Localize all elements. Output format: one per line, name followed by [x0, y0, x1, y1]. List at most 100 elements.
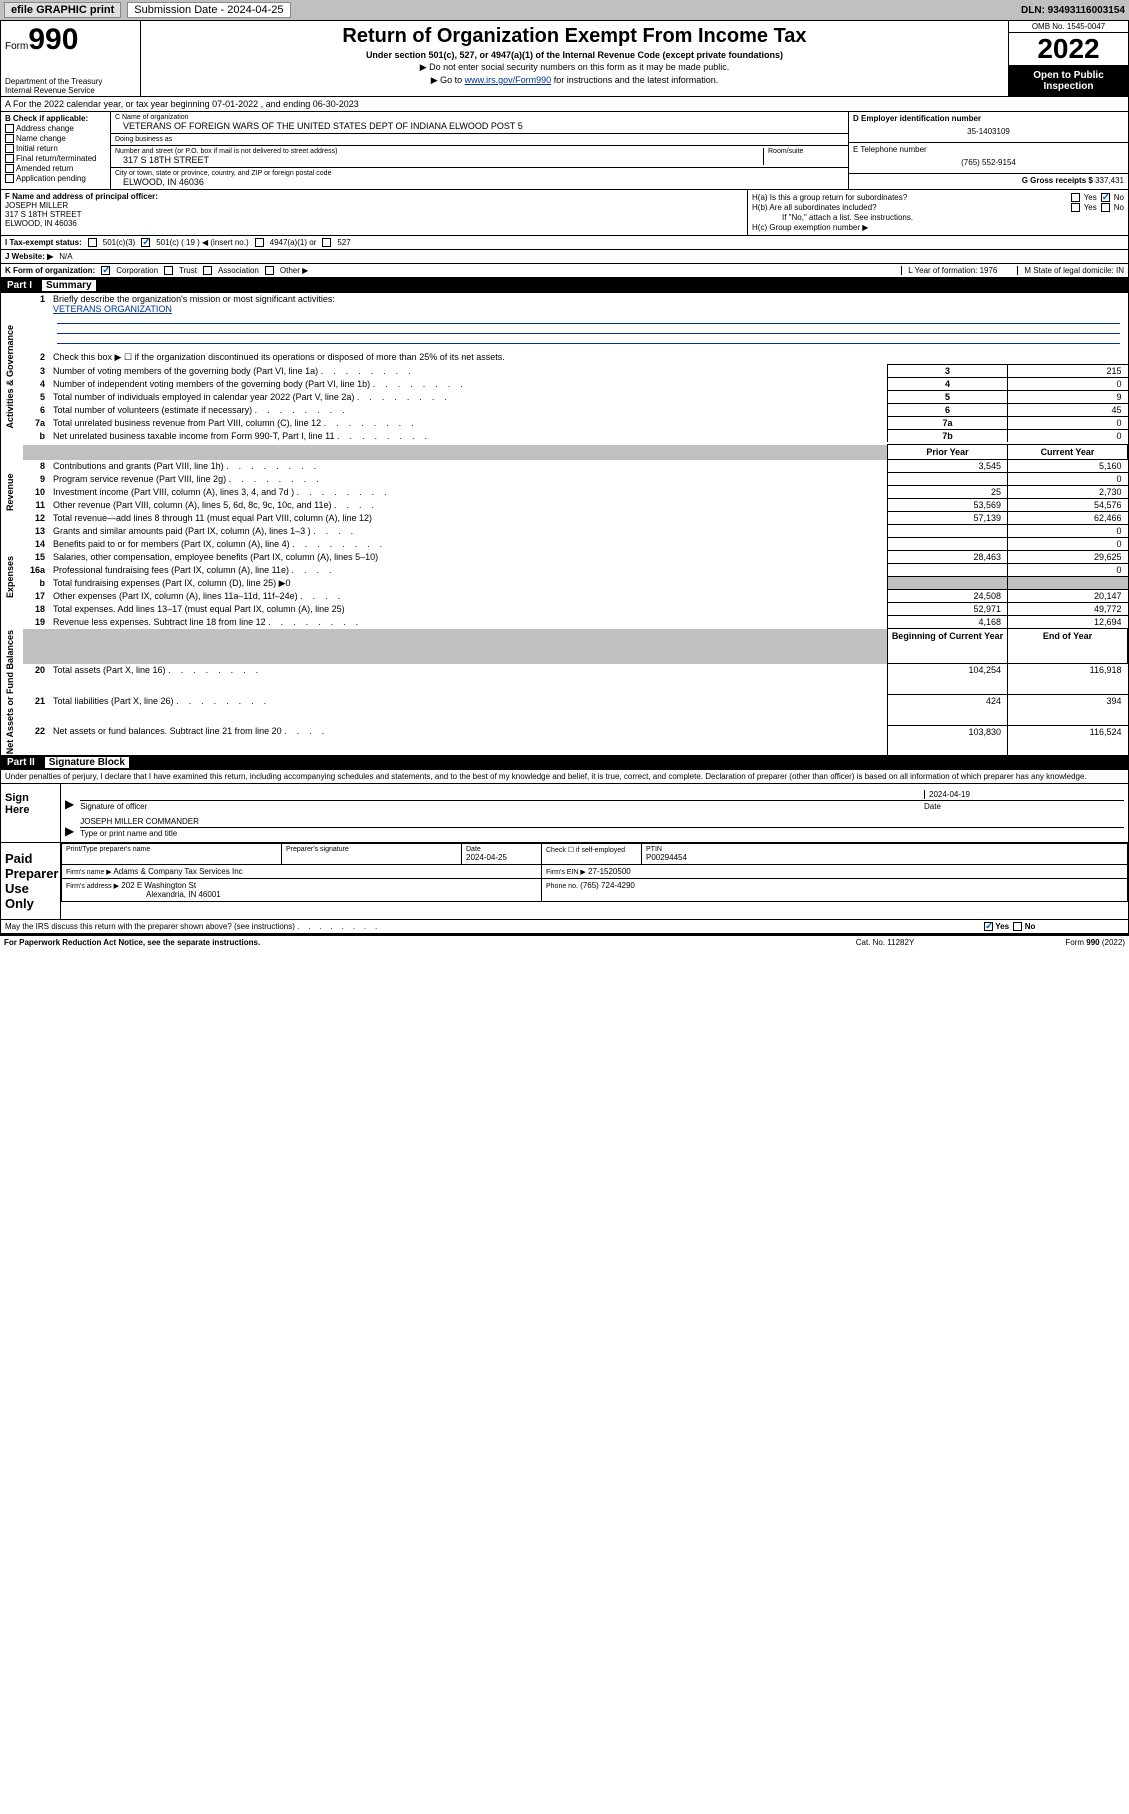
- chk-501c[interactable]: [141, 238, 150, 247]
- sign-here-row: Sign Here ▶ 2024-04-19 Signature of offi…: [1, 784, 1128, 843]
- chk-no[interactable]: [1013, 922, 1022, 931]
- chk-trust[interactable]: [164, 266, 173, 275]
- may-irs-text: May the IRS discuss this return with the…: [5, 922, 984, 931]
- k-lbl: K Form of organization:: [5, 266, 95, 275]
- cell-street: Number and street (or P.O. box if mail i…: [111, 146, 848, 168]
- part2-header: Part II Signature Block: [1, 755, 1128, 770]
- checkbox-icon: [5, 144, 14, 153]
- top-bar: efile GRAPHIC print Submission Date - 20…: [0, 0, 1129, 20]
- f-lbl: F Name and address of principal officer:: [5, 192, 158, 201]
- row-q2: 2 Check this box ▶ ☐ if the organization…: [1, 351, 1128, 365]
- l-year: L Year of formation: 1976: [901, 266, 997, 275]
- sig-date-lbl: Date: [924, 802, 1124, 811]
- table-row: 3Number of voting members of the governi…: [1, 365, 1128, 378]
- m-state: M State of legal domicile: IN: [1017, 266, 1124, 275]
- j-lbl: J Website: ▶: [5, 252, 53, 261]
- sign-here-label: Sign Here: [1, 784, 61, 842]
- h-b2: If "No," attach a list. See instructions…: [752, 213, 1124, 222]
- cell-gross: G Gross receipts $ 337,431: [849, 174, 1128, 187]
- checkbox-icon: [5, 174, 14, 183]
- dln-label: DLN: 93493116003154: [1021, 5, 1125, 16]
- table-row: 6Total number of volunteers (estimate if…: [1, 404, 1128, 417]
- page-footer: For Paperwork Reduction Act Notice, see …: [0, 934, 1129, 949]
- arrow-icon: ▶: [65, 824, 74, 838]
- vtab-governance: Activities & Governance: [1, 293, 23, 460]
- row-j-website: J Website: ▶ N/A: [1, 250, 1128, 264]
- table-row: 5Total number of individuals employed in…: [1, 391, 1128, 404]
- city-lbl: City or town, state or province, country…: [115, 170, 844, 177]
- table-row: 22Net assets or fund balances. Subtract …: [1, 725, 1128, 755]
- org-name: VETERANS OF FOREIGN WARS OF THE UNITED S…: [115, 121, 844, 131]
- mission-line: [57, 314, 1120, 324]
- checkbox-icon[interactable]: [1101, 203, 1110, 212]
- form-subtitle: Under section 501(c), 527, or 4947(a)(1)…: [145, 50, 1004, 60]
- goto-prefix: ▶ Go to: [431, 75, 465, 85]
- irs-link[interactable]: www.irs.gov/Form990: [465, 75, 552, 85]
- checkbox-icon: [5, 134, 14, 143]
- chk-527[interactable]: [322, 238, 331, 247]
- chk-4947[interactable]: [255, 238, 264, 247]
- table-row: 19Revenue less expenses. Subtract line 1…: [1, 616, 1128, 629]
- checkbox-icon[interactable]: [1071, 193, 1080, 202]
- chk-app-pending[interactable]: Application pending: [5, 174, 106, 183]
- irs-label: Internal Revenue Service: [5, 86, 136, 94]
- table-row: 10Investment income (Part VIII, column (…: [1, 486, 1128, 499]
- chk-501c3[interactable]: [88, 238, 97, 247]
- table-row: Expenses13Grants and similar amounts pai…: [1, 525, 1128, 538]
- table-row: 12Total revenue—add lines 8 through 11 (…: [1, 512, 1128, 525]
- sig-date-val: 2024-04-19: [924, 790, 1124, 799]
- chk-final-return[interactable]: Final return/terminated: [5, 154, 106, 163]
- vtab-revenue: Revenue: [1, 460, 23, 525]
- tel-val: (765) 552-9154: [853, 154, 1124, 171]
- form-number: Form990: [5, 23, 136, 57]
- open-public-badge: Open to Public Inspection: [1009, 66, 1128, 96]
- chk-address-change[interactable]: Address change: [5, 124, 106, 133]
- chk-other[interactable]: [265, 266, 274, 275]
- q1-text: Briefly describe the organization's miss…: [53, 294, 335, 304]
- entity-grid: B Check if applicable: Address change Na…: [1, 112, 1128, 190]
- cell-tel: E Telephone number (765) 552-9154: [849, 143, 1128, 174]
- gross-lbl: G Gross receipts $: [1022, 176, 1093, 185]
- col-c-name-addr: C Name of organization VETERANS OF FOREI…: [111, 112, 848, 189]
- chk-name-change[interactable]: Name change: [5, 134, 106, 143]
- net-hdr: Net Assets or Fund BalancesBeginning of …: [1, 629, 1128, 664]
- h-a: H(a) Is this a group return for subordin…: [752, 193, 1124, 202]
- col-de: D Employer identification number 35-1403…: [848, 112, 1128, 189]
- q2-text: Check this box ▶ ☐ if the organization d…: [49, 351, 1128, 365]
- part1-label: Part I: [7, 280, 32, 291]
- dba-lbl: Doing business as: [115, 136, 844, 143]
- chk-initial-return[interactable]: Initial return: [5, 144, 106, 153]
- tax-year: 2022: [1009, 33, 1128, 66]
- vtab-expenses: Expenses: [1, 525, 23, 629]
- part2-title: Signature Block: [45, 757, 129, 768]
- table-row: 20Total assets (Part X, line 16)104,2541…: [1, 664, 1128, 695]
- table-row: 16aProfessional fundraising fees (Part I…: [1, 564, 1128, 577]
- paid-preparer-row: Paid Preparer Use Only Print/Type prepar…: [1, 843, 1128, 919]
- may-irs-row: May the IRS discuss this return with the…: [1, 919, 1128, 933]
- checkbox-icon: [5, 124, 14, 133]
- table-row: bTotal fundraising expenses (Part IX, co…: [1, 577, 1128, 590]
- table-row: 4Number of independent voting members of…: [1, 378, 1128, 391]
- efile-print-button[interactable]: efile GRAPHIC print: [4, 2, 121, 18]
- part1-title: Summary: [42, 280, 96, 291]
- cell-dba: Doing business as: [111, 134, 848, 146]
- street-addr: 317 S 18TH STREET: [115, 155, 759, 165]
- form-header: Form990 Department of the Treasury Inter…: [1, 21, 1128, 97]
- checkbox-icon[interactable]: [1071, 203, 1080, 212]
- checkbox-icon[interactable]: [1101, 193, 1110, 202]
- header-left: Form990 Department of the Treasury Inter…: [1, 21, 141, 96]
- mission-line: [57, 334, 1120, 344]
- table-row: bNet unrelated business taxable income f…: [1, 430, 1128, 443]
- form-title: Return of Organization Exempt From Incom…: [145, 25, 1004, 48]
- dept-treasury: Department of the Treasury: [5, 77, 136, 86]
- addr-lbl: Number and street (or P.O. box if mail i…: [115, 148, 759, 155]
- chk-assoc[interactable]: [203, 266, 212, 275]
- cell-org-name: C Name of organization VETERANS OF FOREI…: [111, 112, 848, 134]
- chk-yes[interactable]: [984, 922, 993, 931]
- chk-corp[interactable]: [101, 266, 110, 275]
- chk-amended[interactable]: Amended return: [5, 164, 106, 173]
- ssn-note: ▶ Do not enter social security numbers o…: [145, 62, 1004, 73]
- officer-name: JOSEPH MILLER: [5, 201, 68, 210]
- row-a-tax-year: A For the 2022 calendar year, or tax yea…: [1, 97, 1128, 112]
- cell-ein: D Employer identification number 35-1403…: [849, 112, 1128, 143]
